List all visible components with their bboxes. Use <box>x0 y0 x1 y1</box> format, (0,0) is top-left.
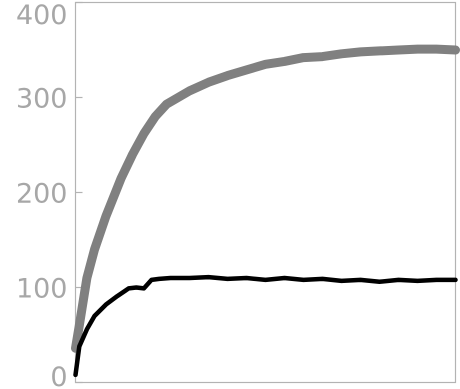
y-tick-label: 200 <box>16 179 68 210</box>
y-tick-label: 100 <box>16 274 68 305</box>
y-tick-label: 400 <box>16 0 68 31</box>
gray-series-line <box>71 44 460 353</box>
plot-frame <box>74 1 457 384</box>
series-layer <box>71 44 460 378</box>
y-tick-label: 300 <box>16 84 68 115</box>
y-tick-label: 0 <box>50 362 67 389</box>
y-axis: 0 100 200 300 400 <box>16 0 83 389</box>
black-series-line <box>73 274 458 378</box>
